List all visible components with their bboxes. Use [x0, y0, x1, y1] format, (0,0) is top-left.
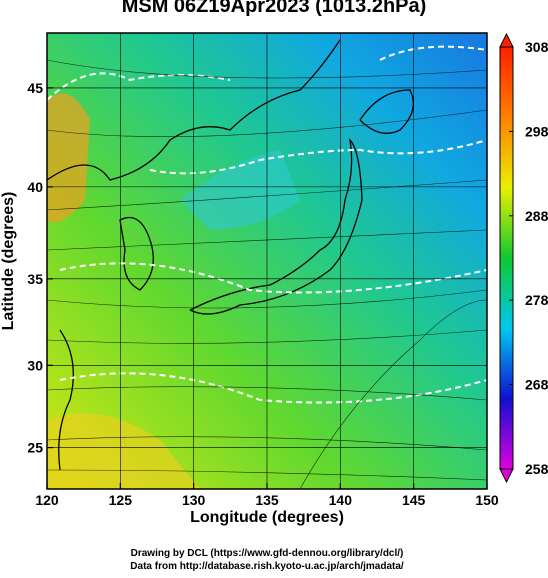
warm-region — [47, 93, 90, 223]
x-tick-label: 135 — [255, 492, 279, 508]
credit: Data from http://database.rish.kyoto-u.a… — [130, 561, 404, 572]
colorbar-tick-label: 258 — [525, 461, 548, 477]
colorbar-tick-label: 288 — [525, 208, 548, 224]
colorbar-tick-label: 268 — [525, 377, 548, 393]
x-tick-label: 120 — [35, 492, 59, 508]
x-tick-label: 150 — [475, 492, 499, 508]
colorbar-extend — [499, 468, 514, 484]
colorbar-tick-label: 308 — [525, 39, 548, 55]
streamlines — [47, 59, 487, 489]
colorbar-body — [499, 46, 514, 470]
y-tick-label: 40 — [27, 179, 43, 195]
cool-region — [180, 150, 300, 230]
x-tick-label: 130 — [182, 492, 206, 508]
colorbar-extend — [499, 32, 514, 48]
colorbar-tick-label: 278 — [525, 292, 548, 308]
x-tick-label: 145 — [402, 492, 426, 508]
y-tick-label: 25 — [27, 440, 43, 456]
coastlines — [47, 39, 414, 471]
y-tick-label: 45 — [27, 80, 43, 96]
title: MSM 06Z19Apr2023 (1013.2hPa) — [122, 0, 427, 17]
colorbar: 258 268 278 288 298 308 — [499, 32, 548, 484]
y-tick-label: 35 — [27, 271, 43, 287]
colorbar-tick-label: 298 — [525, 123, 548, 139]
plot-frame — [46, 32, 488, 490]
y-tick-label: 30 — [27, 357, 43, 373]
x-axis-label: Longitude (degrees) — [190, 509, 344, 526]
isotherms — [47, 45, 487, 404]
x-tick-label: 140 — [329, 492, 353, 508]
credit: Drawing by DCL (https://www.gfd-dennou.o… — [131, 548, 404, 559]
x-tick-label: 125 — [109, 492, 133, 508]
y-axis-label: Latitude (degrees) — [0, 192, 17, 331]
